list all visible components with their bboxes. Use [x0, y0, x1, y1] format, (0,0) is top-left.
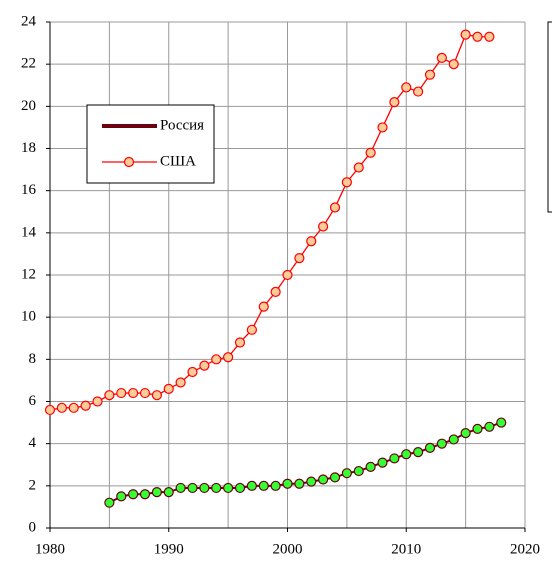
data-point [365, 147, 376, 158]
data-point [258, 480, 269, 491]
y-tick-label: 20 [21, 98, 36, 114]
data-point [484, 31, 495, 42]
data-point [424, 442, 436, 453]
data-point [389, 97, 400, 108]
data-point [353, 162, 364, 173]
data-point [92, 396, 103, 407]
legend-label: США [160, 153, 196, 169]
y-tick-label: 6 [29, 393, 37, 409]
y-tick-label: 0 [29, 519, 37, 535]
data-point [306, 236, 317, 247]
data-point [377, 122, 388, 133]
data-point [80, 400, 91, 411]
data-point [246, 480, 257, 491]
y-tick-label: 2 [29, 477, 37, 493]
x-tick-label: 2020 [510, 541, 540, 557]
data-point [104, 497, 115, 508]
data-point [341, 468, 352, 479]
data-point [318, 474, 329, 485]
data-point [436, 438, 447, 449]
data-point [44, 404, 56, 416]
data-point [116, 387, 127, 399]
data-point [270, 480, 281, 491]
data-point [151, 487, 162, 498]
data-point [211, 482, 222, 494]
data-point [116, 491, 127, 502]
data-point [413, 86, 424, 97]
data-point [353, 465, 364, 477]
data-point [151, 390, 162, 401]
data-point [460, 29, 471, 40]
data-point [270, 286, 281, 297]
data-point [246, 324, 257, 335]
legend-frame-partial [547, 21, 552, 213]
data-point [496, 417, 507, 428]
legend-marker [123, 156, 135, 168]
data-point [258, 301, 269, 312]
data-point [436, 52, 447, 63]
data-point [187, 366, 198, 378]
y-tick-label: 10 [21, 309, 36, 325]
legend-label: Россия [160, 117, 204, 133]
legend-box [86, 104, 215, 184]
y-tick-label: 22 [21, 56, 36, 72]
data-point [424, 69, 436, 80]
data-point [318, 221, 329, 232]
data-point [211, 354, 222, 365]
data-point [413, 447, 424, 458]
data-point [282, 478, 293, 489]
data-point [187, 482, 198, 494]
data-point [294, 478, 305, 489]
x-tick-label: 1980 [35, 541, 65, 557]
y-tick-label: 4 [29, 435, 37, 451]
data-point [163, 383, 174, 394]
data-point [448, 59, 459, 70]
data-point [282, 269, 293, 281]
data-point [175, 377, 186, 388]
data-point [401, 449, 412, 460]
data-point [234, 482, 246, 494]
data-point [294, 253, 305, 264]
y-tick-label: 16 [21, 182, 37, 198]
data-point [223, 482, 234, 494]
data-point [306, 476, 317, 487]
data-point [472, 423, 483, 435]
data-point [329, 472, 341, 483]
data-point [128, 489, 139, 500]
y-tick-label: 8 [29, 351, 37, 367]
data-point [472, 31, 483, 42]
data-point [401, 82, 412, 93]
x-tick-label: 1990 [154, 541, 184, 557]
data-point [460, 428, 471, 439]
data-point [329, 202, 341, 213]
data-point [448, 434, 459, 445]
data-point [68, 402, 79, 413]
data-point [341, 177, 352, 188]
data-point [484, 421, 495, 432]
y-tick-label: 24 [21, 13, 37, 29]
y-tick-label: 18 [21, 140, 36, 156]
x-tick-label: 2000 [273, 541, 303, 557]
data-point [128, 387, 139, 399]
y-tick-label: 14 [21, 224, 37, 240]
data-point [234, 337, 246, 348]
data-point [389, 453, 400, 464]
x-tick-label: 2010 [391, 541, 421, 557]
data-point [199, 482, 210, 494]
data-point [175, 482, 186, 494]
series-line [108, 421, 502, 504]
data-point [377, 457, 388, 468]
data-point [199, 360, 210, 371]
data-point [139, 387, 151, 399]
data-point [365, 461, 376, 472]
data-point [104, 390, 115, 401]
y-tick-label: 12 [21, 266, 36, 282]
data-point [139, 489, 151, 500]
data-point [56, 402, 67, 413]
data-point [163, 487, 174, 498]
series-line [49, 33, 490, 411]
data-point [223, 352, 234, 363]
